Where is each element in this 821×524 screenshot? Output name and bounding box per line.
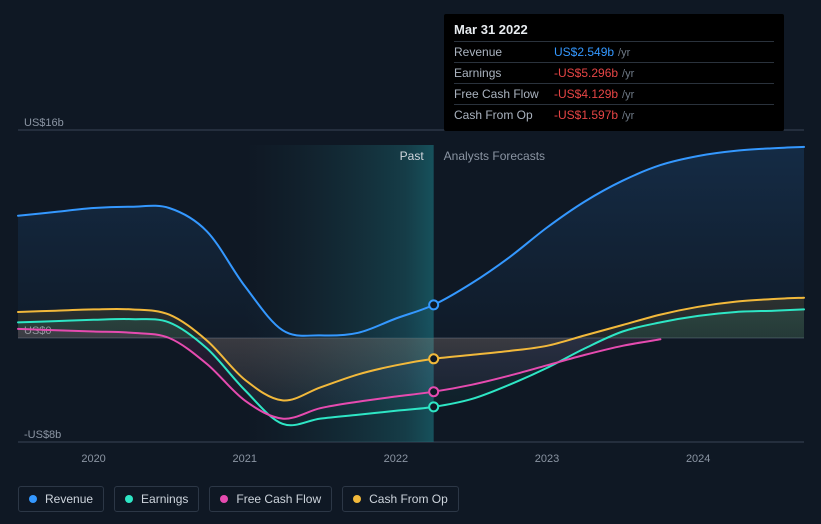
x-axis-label: 2020 (81, 453, 105, 465)
legend-item-earnings[interactable]: Earnings (114, 486, 199, 512)
legend-item-cash-from-op[interactable]: Cash From Op (342, 486, 459, 512)
y-axis-label: US$16b (24, 117, 64, 129)
past-label: Past (400, 149, 425, 163)
marker-cashop (429, 354, 438, 363)
tooltip-row-value: US$2.549b (554, 45, 614, 59)
tooltip-row-label: Free Cash Flow (454, 87, 554, 101)
tooltip-row: RevenueUS$2.549b/yr (454, 41, 774, 62)
legend-label: Earnings (141, 492, 188, 506)
x-axis-label: 2021 (232, 453, 256, 465)
legend-label: Revenue (45, 492, 93, 506)
legend-item-revenue[interactable]: Revenue (18, 486, 104, 512)
marker-revenue (429, 300, 438, 309)
legend-dot (220, 495, 228, 503)
tooltip-row-unit: /yr (618, 47, 630, 59)
x-axis-label: 2022 (384, 453, 408, 465)
tooltip-row-label: Revenue (454, 45, 554, 59)
x-axis-label: 2024 (686, 453, 710, 465)
legend-item-free-cash-flow[interactable]: Free Cash Flow (209, 486, 332, 512)
tooltip-row-value: -US$5.296b (554, 66, 618, 80)
tooltip-row-unit: /yr (622, 110, 634, 122)
tooltip-row-value: -US$1.597b (554, 108, 618, 122)
legend-dot (125, 495, 133, 503)
marker-fcf (429, 387, 438, 396)
legend: Revenue Earnings Free Cash Flow Cash From O… (18, 486, 459, 512)
tooltip-row-label: Earnings (454, 66, 554, 80)
legend-dot (29, 495, 37, 503)
legend-label: Cash From Op (369, 492, 448, 506)
tooltip-row: Earnings-US$5.296b/yr (454, 62, 774, 83)
y-axis-label: -US$8b (24, 429, 61, 441)
tooltip-row-unit: /yr (622, 89, 634, 101)
tooltip: Mar 31 2022 RevenueUS$2.549b/yrEarnings-… (444, 14, 784, 131)
x-axis-label: 2023 (535, 453, 559, 465)
legend-label: Free Cash Flow (236, 492, 321, 506)
tooltip-title: Mar 31 2022 (454, 22, 774, 41)
tooltip-row-value: -US$4.129b (554, 87, 618, 101)
legend-dot (353, 495, 361, 503)
marker-earnings (429, 402, 438, 411)
forecast-label: Analysts Forecasts (444, 149, 545, 163)
tooltip-row: Cash From Op-US$1.597b/yr (454, 104, 774, 125)
tooltip-row-unit: /yr (622, 68, 634, 80)
tooltip-row-label: Cash From Op (454, 108, 554, 122)
tooltip-row: Free Cash Flow-US$4.129b/yr (454, 83, 774, 104)
